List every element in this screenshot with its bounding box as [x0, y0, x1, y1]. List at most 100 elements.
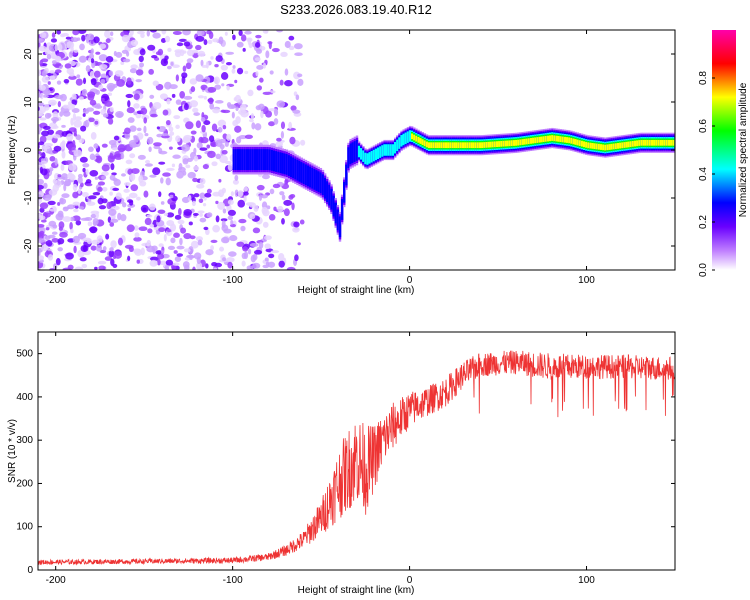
spectrogram-noise-blob: [289, 136, 296, 145]
spectrogram-noise-blob: [103, 113, 109, 118]
spectrogram-noise-blob: [66, 67, 75, 75]
spectrogram-noise-blob: [205, 263, 209, 269]
spectrogram-noise-blob: [52, 111, 59, 119]
spectrogram-noise-blob: [109, 247, 114, 252]
spectrogram-noise-blob: [197, 50, 206, 57]
spectrogram-noise-blob: [294, 52, 303, 56]
spectrogram-noise-blob: [178, 38, 188, 42]
spectrogram-noise-blob: [171, 93, 176, 98]
spectrogram-noise-blob: [57, 210, 64, 218]
spectrogram-noise-blob: [220, 64, 229, 71]
spectrogram-noise-blob: [73, 149, 83, 157]
colorbar-tick-label: 0.0: [698, 263, 709, 277]
spectrogram-ridge-cell: [249, 149, 253, 170]
spectrogram-ridge-cell: [396, 139, 399, 152]
spectrogram-ridge-cell: [629, 141, 633, 148]
spectrogram-ridge-cell: [239, 149, 242, 170]
spectrogram-ridge-cell: [489, 141, 492, 148]
spectrogram-noise-blob: [160, 177, 164, 184]
spectrogram-noise-blob: [82, 167, 86, 173]
spectrogram-ridge-cell: [334, 202, 337, 224]
spectrogram-noise-blob: [98, 205, 107, 210]
spectrogram-ridge-cell: [366, 153, 369, 165]
spectrogram-noise-blob: [241, 260, 246, 267]
spectrogram-noise-blob: [206, 188, 212, 194]
spectrogram-ridge-cell: [326, 181, 329, 203]
spectrogram-ridge-cell: [283, 153, 286, 175]
spectrogram-noise-blob: [98, 265, 106, 270]
spectrogram-noise-blob: [215, 55, 223, 63]
spectrogram-noise-blob: [41, 152, 46, 159]
spectrogram-ridge-cell: [529, 138, 533, 144]
snr-y-tick-label: 400: [16, 392, 33, 403]
spectrogram-noise-blob: [242, 246, 249, 252]
spectrogram-noise-blob: [43, 125, 51, 131]
spectrogram-ridge-cell: [434, 142, 437, 149]
colorbar-tick-label: 0.4: [698, 167, 709, 181]
spectrogram-noise-blob: [283, 199, 293, 206]
spectrogram-noise-blob: [196, 261, 203, 270]
spectrogram-noise-blob: [141, 242, 151, 247]
spectrogram-noise-blob: [101, 143, 108, 148]
spectrogram-y-tick-label: -10: [23, 190, 34, 205]
spectrogram-noise-blob: [69, 221, 73, 230]
spectrogram-noise-blob: [291, 202, 295, 211]
spectrogram-ridge-cell: [343, 181, 346, 203]
spectrogram-noise-blob: [185, 121, 194, 130]
spectrogram-noise-blob: [51, 32, 56, 38]
spectrogram-noise-blob: [74, 116, 83, 121]
spectrogram-noise-blob: [195, 35, 205, 42]
snr-x-tick-label: -200: [46, 575, 66, 586]
spectrogram-noise-blob: [230, 191, 235, 197]
spectrogram-noise-blob: [290, 105, 297, 111]
spectrogram-noise-blob: [53, 263, 58, 270]
spectrogram-noise-blob: [146, 136, 154, 145]
spectrogram-noise-blob: [73, 49, 79, 53]
spectrogram-noise-blob: [281, 194, 286, 201]
spectrogram-noise-blob: [169, 223, 177, 232]
spectrogram-noise-blob: [71, 108, 80, 113]
spectrogram-noise-blob: [175, 124, 180, 130]
spectrogram-noise-blob: [134, 232, 140, 238]
spectrogram-ridge-cell: [447, 142, 450, 149]
spectrogram-noise-blob: [205, 249, 214, 256]
spectrogram-noise-blob: [140, 204, 149, 213]
spectrogram-noise-blob: [97, 260, 107, 265]
spectrogram-ridge-cell: [578, 140, 582, 146]
spectrogram-ridge-cell: [478, 142, 482, 149]
spectrogram-ridge-cell: [351, 142, 354, 164]
spectrogram-ridge-cell: [464, 142, 467, 149]
spectrogram-noise-blob: [108, 250, 115, 258]
spectrogram-noise-blob: [247, 248, 252, 255]
spectrogram-noise-blob: [38, 238, 45, 243]
spectrogram-ridge-cell: [551, 135, 554, 141]
spectrogram-noise-blob: [284, 80, 293, 87]
spectrogram-noise-blob: [45, 49, 51, 56]
spectrogram-noise-blob: [64, 63, 72, 69]
spectrogram-ridge-cell: [406, 131, 410, 143]
spectrogram-noise-blob: [82, 163, 90, 168]
spectrogram-ridge-cell: [504, 140, 507, 147]
spectrogram-noise-blob: [54, 180, 62, 188]
spectrogram-noise-blob: [256, 85, 263, 91]
spectrogram-noise-blob: [300, 139, 306, 146]
spectrogram-noise-blob: [117, 212, 122, 221]
spectrogram-noise-blob: [293, 221, 300, 228]
spectrogram-noise-blob: [61, 193, 70, 199]
spectrogram-noise-blob: [157, 48, 164, 56]
spectrogram-noise-blob: [109, 191, 113, 196]
spectrogram-noise-blob: [211, 262, 218, 267]
spectrogram-noise-blob: [210, 239, 218, 244]
spectrogram-noise-blob: [99, 43, 107, 49]
spectrogram-noise-blob: [129, 68, 137, 74]
spectrogram-noise-blob: [251, 122, 256, 130]
spectrogram-noise-blob: [138, 226, 148, 232]
spectrogram-noise-blob: [158, 191, 162, 198]
spectrogram-y-ticks: -20 -10 0 10 20: [23, 48, 675, 253]
spectrogram-noise-blob: [187, 171, 196, 179]
spectrogram-noise-blob: [275, 141, 284, 147]
spectrogram-ridge-cell: [451, 142, 454, 149]
spectrogram-ridge-cell: [321, 174, 325, 196]
spectrogram-ridge-cell: [302, 163, 306, 185]
spectrogram-noise-blob: [206, 212, 213, 218]
